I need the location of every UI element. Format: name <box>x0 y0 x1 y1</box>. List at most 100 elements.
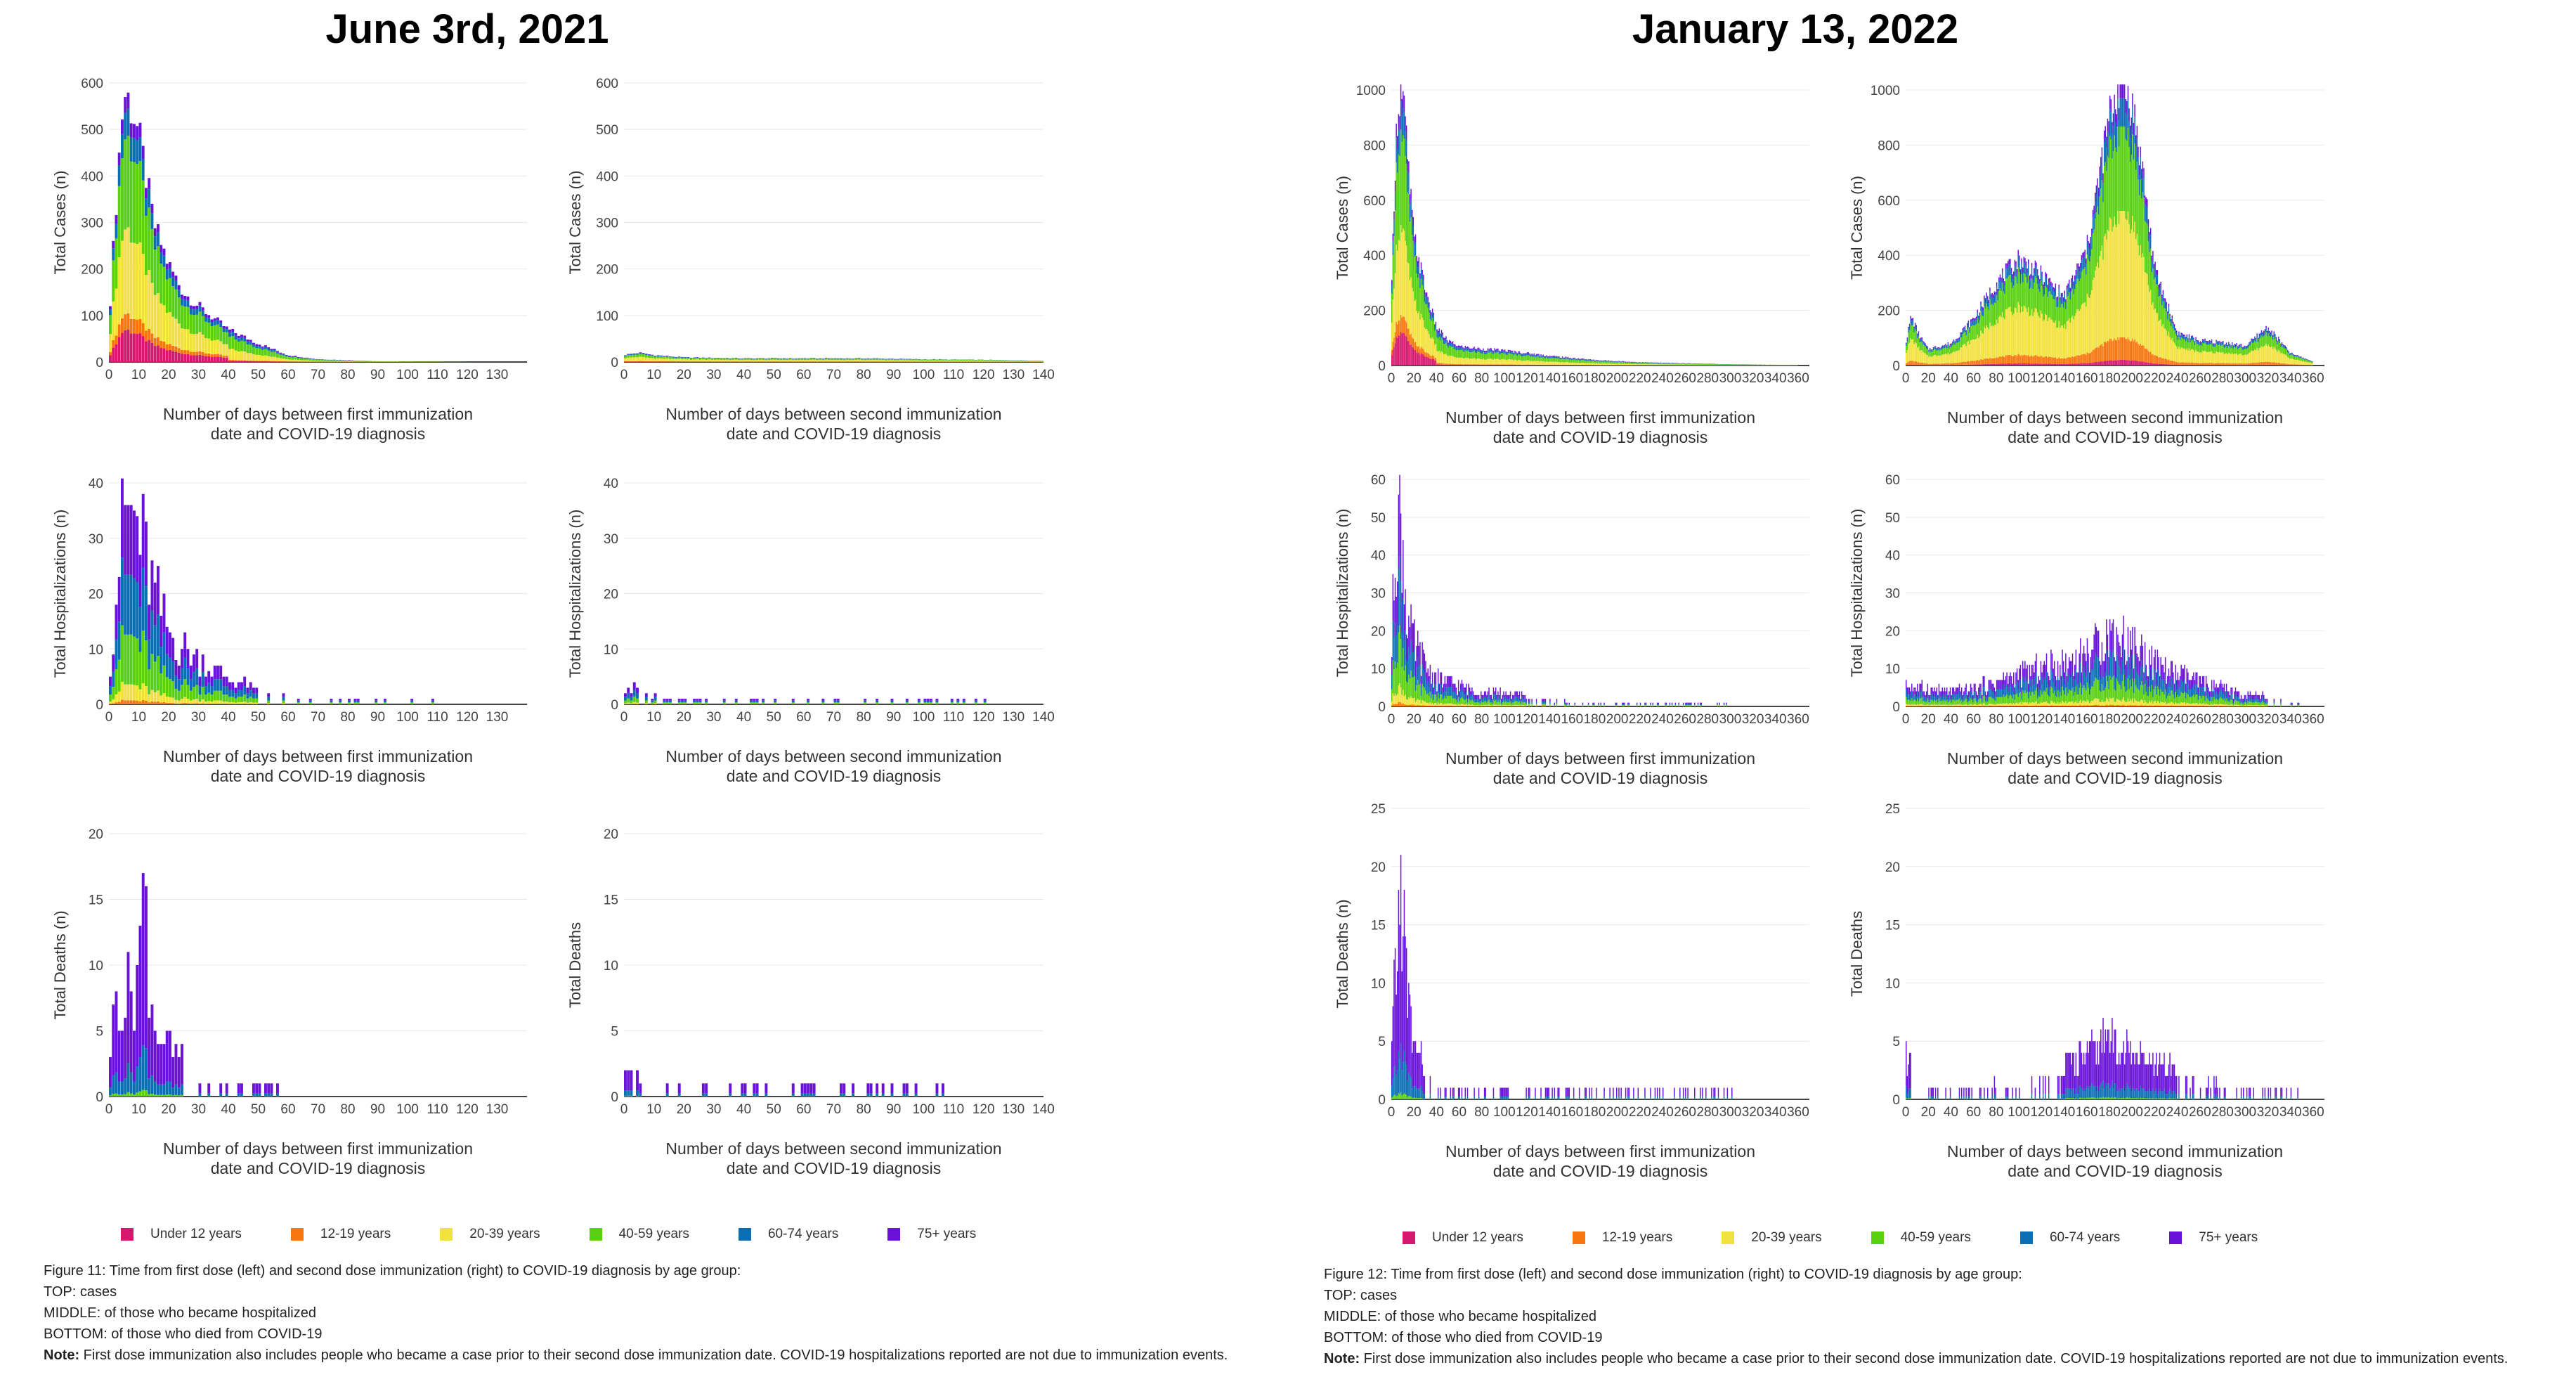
bar-segment <box>1681 363 1683 365</box>
bar-segment <box>914 1083 918 1094</box>
bar-segment <box>872 358 876 361</box>
bar-segment <box>1979 315 1981 321</box>
bar-segment <box>171 277 175 287</box>
bar-segment <box>279 352 282 354</box>
bar-segment <box>630 357 633 361</box>
bar-segment <box>1704 363 1705 365</box>
bar-segment <box>836 702 840 704</box>
x-axis-label: Number of days between second immunizati… <box>665 405 1001 423</box>
bar-segment <box>668 699 672 701</box>
bar-segment <box>1426 328 1428 353</box>
bar-segment <box>1776 364 1778 366</box>
bar-segment <box>121 1030 124 1082</box>
bar-segment <box>1431 337 1433 356</box>
bar-segment <box>962 700 965 703</box>
bar-segment <box>231 359 235 361</box>
bar-segment <box>1405 337 1407 366</box>
bar-segment <box>234 693 238 699</box>
bar-segment <box>1956 365 1958 366</box>
bar-segment <box>1561 361 1563 366</box>
bar-segment <box>294 357 297 360</box>
bar-segment <box>2022 272 2024 283</box>
bar-segment <box>252 354 255 361</box>
bar-segment <box>1980 302 1982 305</box>
bar-segment <box>831 358 834 361</box>
bar-segment <box>225 676 228 687</box>
bar-segment <box>2083 354 2085 363</box>
bar-segment <box>746 358 750 360</box>
bar-segment <box>1528 360 1530 365</box>
bar-segment <box>663 356 666 357</box>
bar-segment <box>2107 360 2109 366</box>
bar-segment <box>237 702 240 704</box>
bar-segment <box>243 361 247 362</box>
bar-segment <box>121 681 124 700</box>
bar-segment <box>153 1081 157 1095</box>
bar-segment <box>1538 364 1540 366</box>
bar-segment <box>1687 363 1689 365</box>
bar-segment <box>1923 343 1925 346</box>
bar-segment <box>1618 363 1620 366</box>
bar-segment <box>1391 293 1393 323</box>
bar-segment <box>273 361 276 362</box>
bar-segment <box>1979 360 1981 365</box>
bar-segment <box>2003 317 2005 357</box>
bar-segment <box>1420 313 1422 347</box>
bar-segment <box>624 700 627 704</box>
bar-segment <box>1953 340 1955 344</box>
bar-segment <box>774 700 777 703</box>
bar-segment <box>2056 297 2057 301</box>
bar-segment <box>1524 365 1526 366</box>
bar-segment <box>1524 354 1526 356</box>
bar-segment <box>1529 364 1530 366</box>
bar-segment <box>150 203 154 214</box>
bar-segment <box>1620 363 1622 366</box>
bar-segment <box>1477 358 1478 365</box>
bar-segment <box>950 700 954 703</box>
bar-segment <box>1429 337 1431 356</box>
bar-segment <box>1436 332 1438 337</box>
bar-segment <box>2024 274 2026 306</box>
bar-segment <box>353 700 357 703</box>
bar-segment <box>2034 355 2036 364</box>
bar-segment <box>743 359 747 362</box>
bar-segment <box>1533 354 1535 356</box>
bar-segment <box>800 358 804 359</box>
x-tick-label: 0 <box>105 1102 113 1117</box>
bar-segment <box>1443 363 1445 365</box>
bar-segment <box>264 347 267 349</box>
bar-segment <box>1986 299 1989 306</box>
bar-segment <box>2045 273 2048 278</box>
bar-segment <box>177 323 181 349</box>
bar-segment <box>1410 333 1412 344</box>
bar-segment <box>1937 355 1939 364</box>
bar-segment <box>1521 364 1523 366</box>
bar-segment <box>2097 267 2100 348</box>
bar-segment <box>234 340 238 351</box>
bar-segment <box>1954 342 1956 345</box>
bar-segment <box>1464 357 1466 365</box>
bar-segment <box>2058 297 2060 321</box>
bar-segment <box>171 345 175 351</box>
bar-segment <box>318 360 321 361</box>
bar-segment <box>1520 354 1521 356</box>
bar-segment <box>201 316 204 335</box>
bar-segment <box>1417 313 1419 347</box>
bar-segment <box>1934 346 1937 347</box>
bar-segment <box>722 358 726 359</box>
bar-segment <box>1407 262 1408 329</box>
bar-segment <box>1708 364 1710 366</box>
bar-segment <box>1529 353 1530 355</box>
y-tick-label: 10 <box>89 959 103 974</box>
bar-segment <box>914 360 918 362</box>
bar-segment <box>1920 339 1922 342</box>
bar-segment <box>1521 361 1523 365</box>
bar-segment <box>729 358 732 361</box>
bar-segment <box>693 702 696 704</box>
bar-segment <box>207 671 211 683</box>
bar-segment <box>117 621 121 660</box>
bar-segment <box>246 361 249 362</box>
x-tick-label: 140 <box>2053 371 2076 386</box>
bar-segment <box>136 700 139 704</box>
bar-segment <box>1443 344 1445 355</box>
